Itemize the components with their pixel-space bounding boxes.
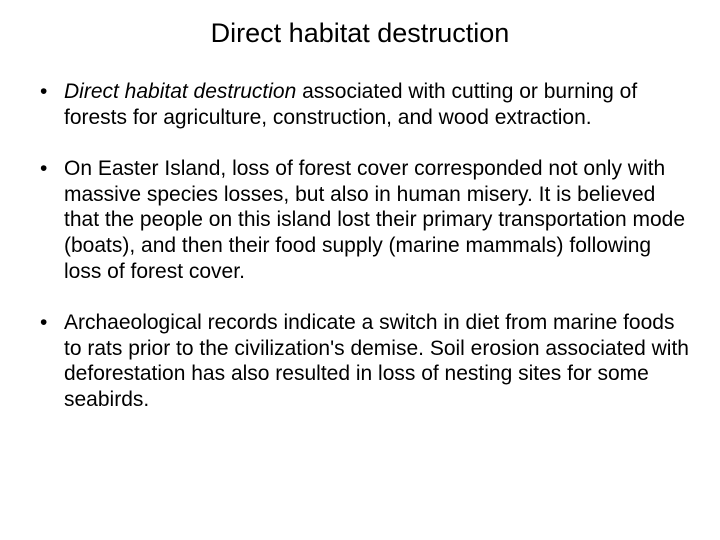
list-item: On Easter Island, loss of forest cover c… — [36, 156, 690, 284]
list-item: Archaeological records indicate a switch… — [36, 310, 690, 412]
page-title: Direct habitat destruction — [30, 18, 690, 49]
bullet-text: On Easter Island, loss of forest cover c… — [64, 157, 685, 282]
bullet-text: Archaeological records indicate a switch… — [64, 311, 689, 411]
bullet-italic-lead: Direct habitat destruction — [64, 80, 296, 103]
bullet-list: Direct habitat destruction associated wi… — [30, 79, 690, 413]
list-item: Direct habitat destruction associated wi… — [36, 79, 690, 130]
